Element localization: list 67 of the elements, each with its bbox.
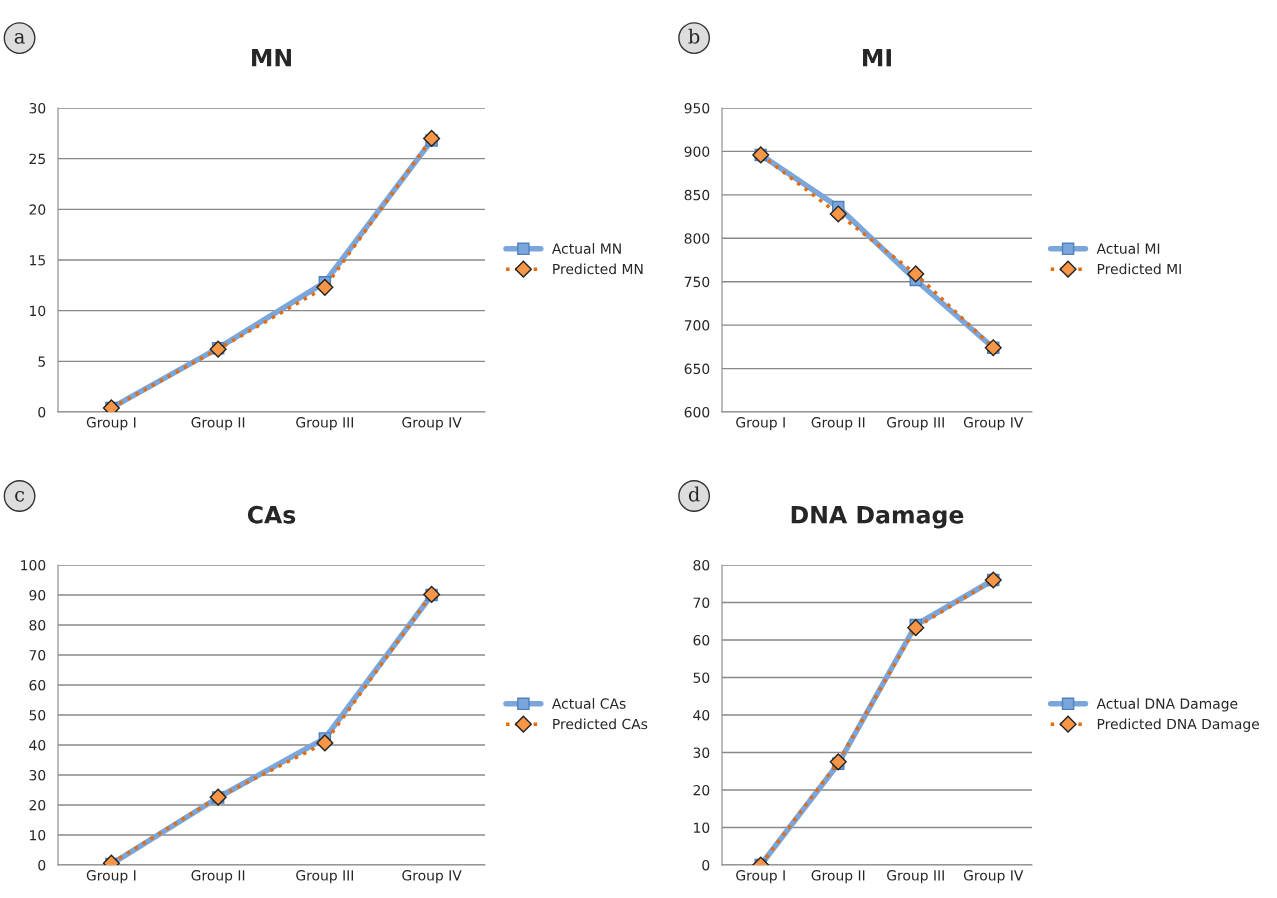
x-tick-label: Group IV (402, 870, 462, 884)
x-tick-label: Group II (191, 417, 245, 431)
y-tick-label: 700 (684, 320, 710, 331)
y-tick-label: 20 (693, 784, 710, 796)
y-tick-label: 20 (29, 799, 46, 811)
y-tick-label: 50 (29, 709, 46, 721)
chart-title: MN (252, 49, 291, 67)
y-tick-label: 0 (702, 859, 710, 871)
y-tick-label: 70 (693, 597, 710, 608)
y-tick-label: 850 (684, 189, 710, 201)
y-tick-label: 0 (38, 859, 46, 871)
y-tick-label: 950 (684, 102, 710, 114)
legend-label: Actual CAs (551, 698, 626, 709)
x-tick-label: Group I (736, 417, 785, 431)
x-tick-label: Group II (191, 870, 245, 884)
legend-label: Actual MN (551, 243, 621, 254)
x-tick-label: Group II (811, 870, 865, 884)
y-tick-label: 60 (29, 679, 46, 691)
x-tick-label: Group III (887, 417, 944, 431)
y-tick-label: 30 (29, 769, 46, 781)
x-tick-label: Group IV (402, 417, 462, 431)
text: c (15, 491, 25, 502)
y-tick-label: 800 (684, 233, 710, 244)
x-tick-label: Group III (296, 870, 353, 884)
x-tick-label: Group III (887, 870, 944, 884)
y-tick-label: 40 (693, 709, 710, 721)
chart-title: MI (863, 49, 891, 67)
y-tick-label: 10 (30, 829, 46, 841)
legend-label: Predicted MN (553, 263, 643, 275)
y-tick-label: 70 (29, 649, 46, 661)
text: b (688, 28, 700, 44)
y-tick-label: 10 (694, 822, 710, 833)
y-tick-label: 15 (30, 255, 45, 266)
y-tick-label: 80 (693, 559, 710, 571)
x-tick-label: Group IV (963, 417, 1024, 431)
y-tick-label: 80 (29, 619, 46, 631)
y-tick-label: 5 (38, 356, 45, 367)
y-tick-label: 0 (38, 406, 46, 418)
y-tick-label: 20 (29, 204, 46, 215)
legend-label: Predicted CAs (553, 718, 648, 730)
chart-title: CAs (247, 505, 296, 524)
y-tick-label: 750 (684, 276, 710, 288)
legend-label: Actual MI (1096, 243, 1160, 254)
y-tick-label: 25 (29, 153, 45, 165)
y-tick-label: 30 (29, 102, 46, 114)
x-tick-label: Group I (86, 870, 136, 884)
y-tick-label: 600 (684, 406, 710, 418)
chart-title: DNA Damage (791, 506, 964, 529)
x-tick-label: Group I (86, 417, 136, 431)
y-tick-label: 30 (693, 747, 710, 758)
legend-label: Predicted MI (1097, 263, 1181, 275)
legend-label: Predicted DNA Damage (1097, 718, 1260, 732)
y-tick-label: 10 (30, 305, 46, 317)
y-tick-label: 50 (693, 672, 710, 683)
y-tick-label: 90 (29, 589, 46, 601)
x-tick-label: Group II (811, 417, 865, 431)
text: d (688, 486, 700, 502)
x-tick-label: Group I (736, 870, 785, 884)
text: a (14, 33, 25, 44)
x-tick-label: Group IV (963, 870, 1024, 884)
legend-label: Actual DNA Damage (1096, 698, 1238, 712)
x-tick-label: Group III (296, 417, 353, 431)
y-tick-label: 60 (693, 634, 710, 646)
y-tick-label: 40 (29, 739, 46, 751)
y-tick-label: 100 (21, 559, 46, 571)
y-tick-label: 900 (684, 146, 710, 157)
y-tick-label: 650 (684, 363, 710, 375)
